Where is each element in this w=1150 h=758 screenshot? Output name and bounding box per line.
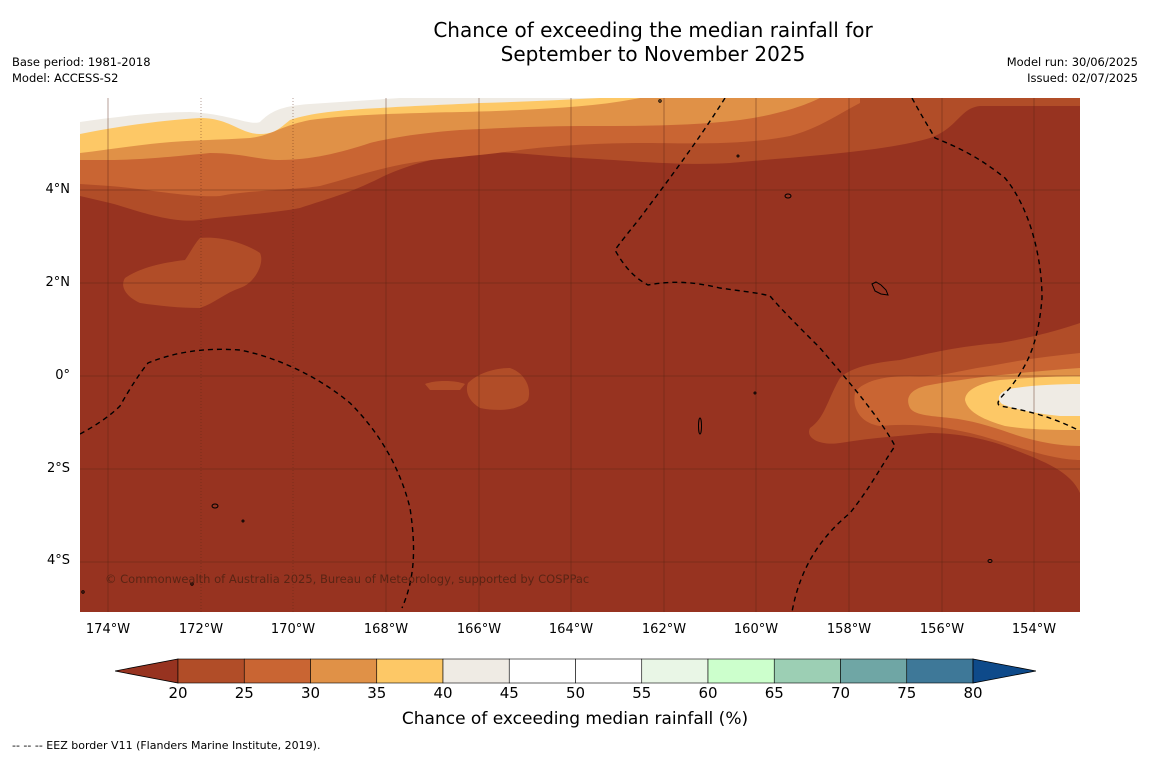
lat-label-2s: 2°S [46,461,70,476]
colorbar-tick-label: 75 [897,684,917,702]
lon-label-166w: 166°W [456,622,502,637]
lon-label-162w: 162°W [641,622,687,637]
colorbar-segment [376,658,444,684]
north-band-50 [80,98,400,123]
map-title: Chance of exceeding the median rainfall … [300,18,1006,66]
lon-label-170w: 170°W [270,622,316,637]
colorbar-over-arrow [972,658,1037,684]
lon-label-154w: 154°W [1011,622,1057,637]
west-anomaly-25 [123,237,262,308]
colorbar-label: Chance of exceeding median rainfall (%) [401,709,749,729]
colorbar-segment [177,658,245,684]
colorbar-tick-label: 20 [168,684,188,702]
meta-right: Model run: 30/06/2025 Issued: 02/07/2025 [1007,54,1138,86]
colorbar-tick-label: 50 [565,684,586,702]
colorbar-tick-label: 70 [830,684,851,702]
map-canvas [80,98,1080,612]
lon-label-158w: 158°W [826,622,872,637]
lat-label-2n: 2°N [45,275,71,290]
lon-label-164w: 164°W [548,622,594,637]
colorbar-segment [442,658,510,684]
colorbar-tick-label: 60 [698,684,718,702]
eez-borders [80,98,1079,612]
lat-label-0: 0° [55,368,70,383]
colorbar-under-arrow [114,658,179,684]
lon-label-168w: 168°W [363,622,409,637]
model-run: Model run: 30/06/2025 [1006,55,1138,69]
colorbar-graphic [114,658,1037,684]
title-line-1: Chance of exceeding the median rainfall … [433,18,873,42]
graticule [80,98,1080,612]
colorbar-segment [508,658,576,684]
colorbar-segment [575,658,643,684]
issued-date: Issued: 02/07/2025 [1027,71,1138,85]
colorbar-tick-label: 80 [963,684,983,702]
lon-label-174w: 174°W [85,622,131,637]
islands [81,99,993,594]
base-period: Base period: 1981-2018 [12,55,151,69]
colorbar-tick-label: 55 [632,684,652,702]
lon-label-172w: 172°W [178,622,224,637]
colorbar-segment [840,658,908,684]
colorbar-tick-label: 35 [367,684,387,702]
colorbar-tick-label: 25 [234,684,254,702]
map-area: © Commonwealth of Australia 2025, Bureau… [80,98,1080,612]
colorbar-segment [243,658,311,684]
title-line-2: September to November 2025 [500,42,806,66]
east-band-45 [998,384,1080,416]
model-name: Model: ACCESS-S2 [12,71,119,85]
colorbar-tick-label: 40 [433,684,453,702]
colorbar-segment [906,658,974,684]
colorbar-tick-label: 30 [300,684,321,702]
lon-label-160w: 160°W [733,622,779,637]
meta-left: Base period: 1981-2018 Model: ACCESS-S2 [12,54,151,86]
copyright-notice: © Commonwealth of Australia 2025, Bureau… [105,572,590,586]
colorbar [114,658,1037,684]
central-anomaly-25b [425,381,465,390]
colorbar-segment [773,658,841,684]
lon-label-156w: 156°W [919,622,965,637]
colorbar-tick-label: 45 [499,684,519,702]
central-anomaly-25 [466,368,530,410]
colorbar-segment [310,658,378,684]
colorbar-segment [641,658,709,684]
eez-footnote: -- -- -- EEZ border V11 (Flanders Marine… [12,739,321,752]
colorbar-tick-label: 65 [764,684,784,702]
colorbar-segment [707,658,775,684]
lat-label-4n: 4°N [45,182,71,197]
lat-label-4s: 4°S [46,553,70,568]
